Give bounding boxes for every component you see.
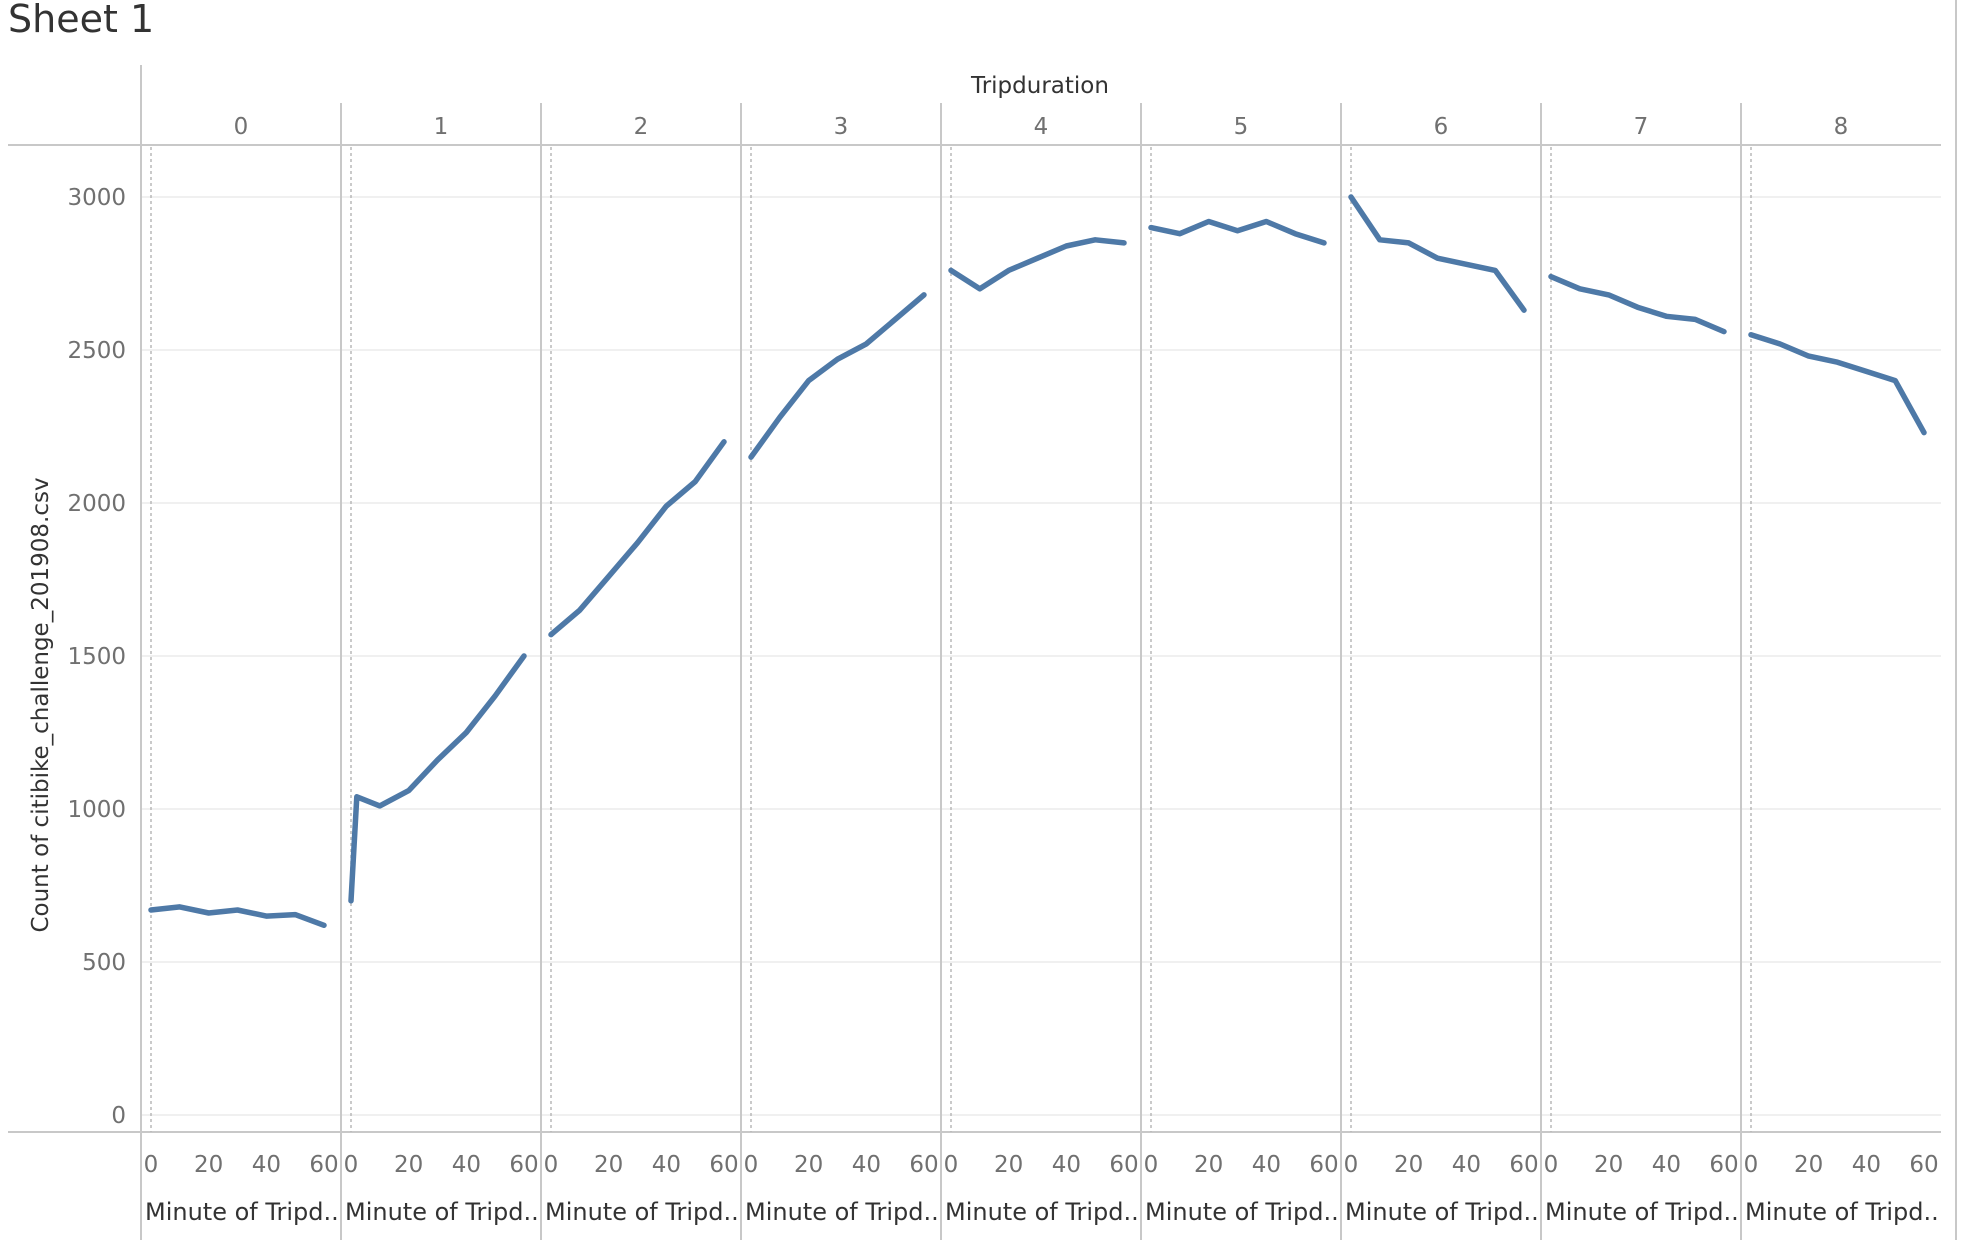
pane-header-label: 7 <box>1634 114 1649 140</box>
series-line-pane-1 <box>348 653 527 904</box>
x-tick-label: 40 <box>452 1152 481 1178</box>
pane-header-label: 5 <box>1234 114 1249 140</box>
series-line-pane-8 <box>1748 331 1927 436</box>
y-axis-label: Count of citibike_challenge_201908.csv <box>28 477 54 932</box>
x-tick-label: 40 <box>1252 1152 1281 1178</box>
x-tick-label: 0 <box>1744 1152 1759 1178</box>
y-axis: 0 500 1000 1500 2000 2500 3000 <box>67 185 126 1129</box>
x-tick-label: 60 <box>1709 1152 1738 1178</box>
sheet-title: Sheet 1 <box>8 0 154 41</box>
x-tick-label: 40 <box>1652 1152 1681 1178</box>
x-axis-label: Minute of Tripd.. <box>1345 1198 1539 1226</box>
y-tick-label: 1000 <box>67 797 126 823</box>
x-axis-label: Minute of Tripd.. <box>145 1198 339 1226</box>
y-tick-label: 1500 <box>67 644 126 670</box>
series-line-pane-7 <box>1548 273 1727 335</box>
x-axis-label: Minute of Tripd.. <box>545 1198 739 1226</box>
series-line-pane-4 <box>948 237 1127 292</box>
x-tick-label: 20 <box>994 1152 1023 1178</box>
chart-frame <box>8 0 1957 1240</box>
pane-header-label: 4 <box>1034 114 1049 140</box>
x-axis-label: Minute of Tripd.. <box>745 1198 939 1226</box>
x-tick-label: 60 <box>1109 1152 1138 1178</box>
series-lines <box>148 194 1927 929</box>
y-tick-label: 2000 <box>67 491 126 517</box>
x-tick-label: 20 <box>1194 1152 1223 1178</box>
x-tick-label: 40 <box>852 1152 881 1178</box>
x-tick-label: 0 <box>144 1152 159 1178</box>
series-line-pane-5 <box>1148 218 1327 246</box>
pane-header-label: 1 <box>434 114 449 140</box>
x-tick-label: 0 <box>744 1152 759 1178</box>
x-tick-label: 20 <box>594 1152 623 1178</box>
pane-header-label: 8 <box>1834 114 1849 140</box>
x-tick-label: 60 <box>909 1152 938 1178</box>
y-tick-label: 2500 <box>67 338 126 364</box>
x-tick-label: 0 <box>1544 1152 1559 1178</box>
y-tick-label: 0 <box>111 1103 126 1129</box>
x-tick-label: 20 <box>194 1152 223 1178</box>
x-tick-label: 0 <box>544 1152 559 1178</box>
x-axis-label: Minute of Tripd.. <box>945 1198 1139 1226</box>
x-tick-label: 40 <box>252 1152 281 1178</box>
x-axis-label: Minute of Tripd.. <box>345 1198 539 1226</box>
series-line-pane-0 <box>148 904 327 929</box>
x-tick-label: 60 <box>709 1152 738 1178</box>
pane-header-label: 6 <box>1434 114 1449 140</box>
gridlines <box>141 196 1941 1116</box>
x-tick-label: 0 <box>944 1152 959 1178</box>
x-tick-label: 20 <box>1794 1152 1823 1178</box>
column-header-title: Tripduration <box>970 73 1109 99</box>
pane-headers: 0 1 2 3 4 5 6 7 8 <box>234 114 1849 140</box>
x-tick-label: 40 <box>1852 1152 1881 1178</box>
x-tick-label: 60 <box>1909 1152 1938 1178</box>
x-tick-label: 40 <box>1052 1152 1081 1178</box>
x-tick-label: 40 <box>652 1152 681 1178</box>
pane-header-label: 3 <box>834 114 849 140</box>
x-tick-label: 60 <box>309 1152 338 1178</box>
x-tick-label: 20 <box>1394 1152 1423 1178</box>
x-tick-label: 20 <box>794 1152 823 1178</box>
x-axis-label: Minute of Tripd.. <box>1545 1198 1739 1226</box>
y-tick-label: 3000 <box>67 185 126 211</box>
series-line-pane-3 <box>748 292 927 460</box>
x-tick-label: 0 <box>1144 1152 1159 1178</box>
x-tick-label: 60 <box>509 1152 538 1178</box>
series-line-pane-6 <box>1348 194 1527 313</box>
x-tick-label: 20 <box>394 1152 423 1178</box>
x-tick-label: 0 <box>344 1152 359 1178</box>
x-tick-label: 60 <box>1509 1152 1538 1178</box>
pane-header-label: 0 <box>234 114 249 140</box>
x-tick-label: 60 <box>1309 1152 1338 1178</box>
y-tick-label: 500 <box>82 950 126 976</box>
x-axis-label: Minute of Tripd.. <box>1145 1198 1339 1226</box>
x-axis-label: Minute of Tripd.. <box>1745 1198 1939 1226</box>
x-tick-label: 0 <box>1344 1152 1359 1178</box>
x-tick-label: 20 <box>1594 1152 1623 1178</box>
x-tick-label: 40 <box>1452 1152 1481 1178</box>
pane-header-label: 2 <box>634 114 649 140</box>
series-line-pane-2 <box>548 439 727 638</box>
